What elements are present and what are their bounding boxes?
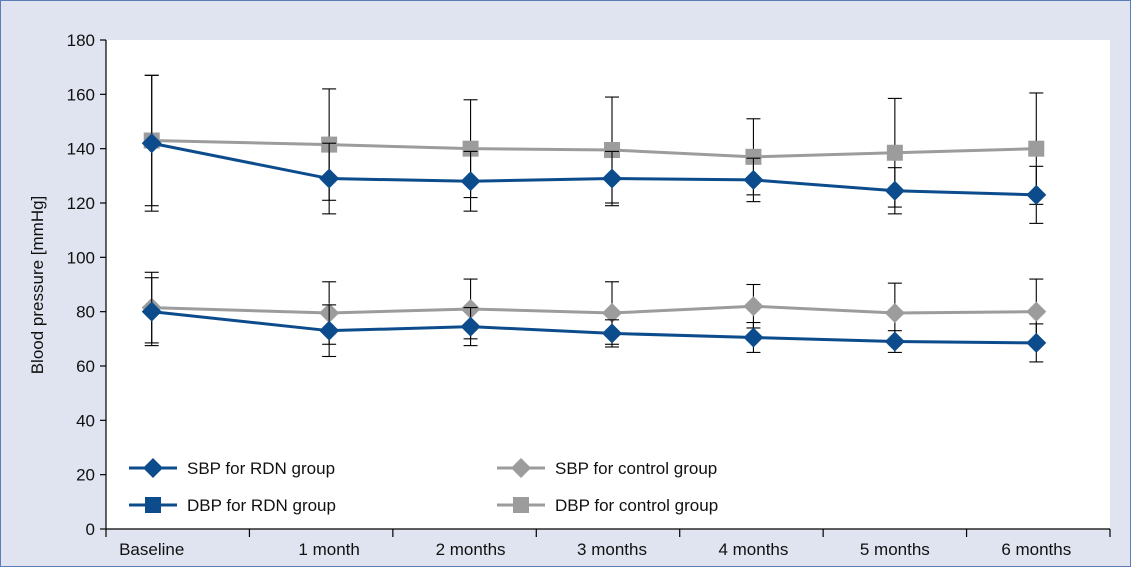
legend-label: DBP for control group: [555, 496, 718, 515]
legend-marker: [511, 458, 531, 478]
y-tick-label: 140: [67, 140, 95, 159]
legend-label: SBP for control group: [555, 459, 717, 478]
y-tick-label: 40: [76, 411, 95, 430]
x-tick-label: Baseline: [119, 540, 184, 559]
data-point: [1026, 301, 1047, 322]
data-point: [745, 148, 762, 165]
legend-marker: [145, 497, 161, 513]
legend-item: SBP for control group: [497, 458, 717, 478]
data-point: [604, 142, 620, 159]
data-point: [884, 180, 905, 201]
x-tick-label: 2 months: [436, 540, 506, 559]
x-tick-label: 1 month: [298, 540, 359, 559]
series-sbp-for-rdn-group: [141, 74, 1047, 224]
legend-item: DBP for control group: [497, 496, 718, 515]
x-tick-label: 5 months: [860, 540, 930, 559]
plot-area: [106, 40, 1110, 529]
y-tick-label: 100: [67, 248, 95, 267]
data-point: [602, 168, 622, 189]
data-point: [1026, 184, 1047, 205]
y-tick-label: 180: [67, 31, 95, 50]
y-axis-title: Blood pressure [mmHg]: [28, 196, 47, 375]
data-point: [886, 144, 903, 161]
y-tick-label: 160: [67, 85, 95, 104]
data-point: [462, 140, 479, 157]
legend-label: SBP for RDN group: [187, 459, 335, 478]
data-point: [884, 303, 905, 324]
data-point: [884, 331, 905, 352]
data-point: [1028, 140, 1045, 157]
series-dbp-for-rdn-group: [141, 277, 1047, 363]
legend-marker: [143, 458, 163, 478]
data-point: [319, 168, 340, 189]
data-point: [460, 171, 481, 192]
legend-item: DBP for RDN group: [129, 496, 336, 515]
y-tick-label: 120: [67, 194, 95, 213]
y-tick-label: 80: [76, 303, 95, 322]
data-point: [319, 320, 340, 341]
data-point: [1026, 332, 1047, 353]
series-layer: [141, 74, 1047, 363]
data-point: [141, 133, 162, 154]
x-tick-label: 4 months: [718, 540, 788, 559]
x-tick-label: 6 months: [1001, 540, 1071, 559]
data-point: [743, 169, 764, 190]
data-point: [141, 301, 162, 322]
axes: 0 20 40 60 80 100 120 140 160 180 Baseline 1 month 2…: [67, 31, 1111, 559]
data-point: [602, 303, 622, 324]
legend-label: DBP for RDN group: [187, 496, 336, 515]
legend-item: SBP for RDN group: [129, 458, 335, 478]
legend: SBP for RDN group DBP for RDN group SBP fo…: [129, 458, 718, 515]
y-tick-label: 20: [76, 466, 95, 485]
data-point: [743, 296, 764, 317]
y-tick-label: 0: [86, 520, 95, 539]
data-point: [602, 323, 622, 344]
legend-marker: [513, 497, 529, 513]
x-tick-label: 3 months: [577, 540, 647, 559]
data-point: [743, 327, 764, 348]
data-point: [460, 316, 481, 337]
y-tick-label: 60: [76, 357, 95, 376]
